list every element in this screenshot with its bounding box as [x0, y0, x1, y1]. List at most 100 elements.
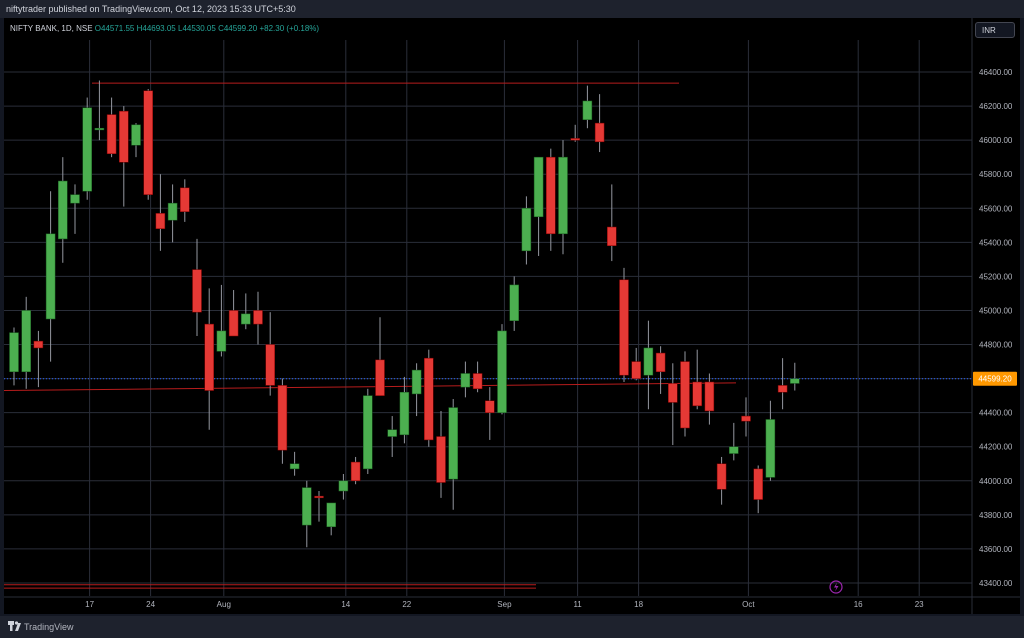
candle-body[interactable] [399, 391, 410, 436]
candle-body[interactable] [253, 310, 263, 325]
time-tick-label: 22 [402, 600, 411, 609]
candle-body[interactable] [204, 323, 214, 391]
candle-body[interactable] [704, 381, 715, 412]
candle-body[interactable] [411, 369, 422, 395]
candle-body[interactable] [790, 378, 800, 384]
candle-body[interactable] [692, 381, 702, 407]
candle-body[interactable] [45, 233, 56, 320]
candle-body[interactable] [655, 352, 666, 373]
price-tick-label: 43400.00 [979, 579, 1013, 588]
candle-body[interactable] [216, 330, 227, 352]
candle-body[interactable] [167, 202, 178, 221]
candle-body[interactable] [558, 156, 568, 235]
candle-body[interactable] [546, 156, 556, 235]
candle-body[interactable] [436, 436, 446, 483]
time-tick-label: 17 [85, 600, 94, 609]
candle-body[interactable] [350, 461, 361, 482]
candle-body[interactable] [448, 407, 458, 480]
candle-body[interactable] [21, 310, 31, 373]
candle-body[interactable] [594, 122, 605, 143]
legend-high: H44693.05 [136, 24, 176, 33]
legend-symbol[interactable]: NIFTY BANK, 1D, NSE [10, 24, 93, 33]
candle-body[interactable] [106, 114, 117, 155]
lightning-icon[interactable] [834, 582, 839, 592]
candle-body[interactable] [643, 347, 654, 376]
time-tick-label: 11 [573, 600, 582, 609]
candle-body[interactable] [9, 332, 19, 373]
candle-body[interactable] [424, 357, 434, 441]
publish-bar: niftytrader published on TradingView.com… [0, 0, 1024, 18]
candle-body[interactable] [521, 208, 532, 252]
candle-body[interactable] [192, 269, 202, 313]
candle-body[interactable] [631, 361, 641, 379]
price-tick-label: 44400.00 [979, 409, 1013, 418]
last-price-label: 44599.20 [978, 375, 1012, 384]
price-tick-label: 45000.00 [979, 306, 1013, 315]
candle-body[interactable] [777, 385, 788, 393]
price-tick-label: 46000.00 [979, 136, 1013, 145]
candle-body[interactable] [497, 330, 507, 413]
candle-body[interactable] [326, 502, 336, 528]
candle-body[interactable] [485, 400, 495, 413]
candle-body[interactable] [314, 495, 324, 499]
mid-trend-line[interactable] [3, 382, 737, 392]
candle-body[interactable] [33, 340, 44, 349]
candle-body[interactable] [363, 395, 373, 470]
price-tick-label: 43600.00 [979, 545, 1013, 554]
candle-body[interactable] [338, 480, 349, 492]
candle-body[interactable] [741, 415, 751, 422]
candle-body[interactable] [533, 156, 544, 218]
price-tick-label: 44200.00 [979, 443, 1013, 452]
time-tick-label: Oct [742, 600, 755, 609]
candle-body[interactable] [619, 279, 629, 376]
time-tick-label: 23 [915, 600, 924, 609]
candle-body[interactable] [729, 446, 739, 454]
candle-body[interactable] [131, 124, 141, 146]
candle-body[interactable] [582, 100, 593, 120]
candle-body[interactable] [265, 344, 275, 386]
time-tick-label: Aug [217, 600, 231, 609]
candle-body[interactable] [460, 373, 471, 388]
candle-body[interactable] [570, 138, 580, 141]
candle-body[interactable] [607, 226, 617, 246]
candle-body[interactable] [753, 468, 763, 500]
price-tick-label: 44800.00 [979, 341, 1013, 350]
symbol-legend: NIFTY BANK, 1D, NSE O44571.55 H44693.05 … [10, 22, 319, 36]
footer-brand[interactable]: TradingView [24, 622, 74, 632]
candle-body[interactable] [94, 127, 105, 131]
candle-body[interactable] [241, 313, 251, 325]
tradingview-logo-icon[interactable] [8, 621, 22, 633]
candle-body[interactable] [472, 373, 483, 390]
price-tick-label: 45200.00 [979, 272, 1013, 281]
candle-body[interactable] [70, 194, 80, 204]
candle-body[interactable] [375, 359, 385, 396]
price-tick-label: 44000.00 [979, 477, 1013, 486]
candle-body[interactable] [289, 463, 300, 470]
candle-body[interactable] [302, 487, 312, 526]
candle-body[interactable] [277, 385, 288, 451]
candle-body[interactable] [82, 107, 92, 192]
candle-body[interactable] [680, 361, 690, 429]
price-tick-label: 45400.00 [979, 238, 1013, 247]
candle-body[interactable] [155, 213, 166, 229]
time-tick-label: 14 [341, 600, 350, 609]
currency-badge[interactable]: INR [975, 22, 1015, 38]
candle-body[interactable] [143, 90, 153, 195]
candle-body[interactable] [58, 180, 68, 240]
candle-body[interactable] [509, 284, 519, 321]
legend-low: L44530.05 [178, 24, 216, 33]
candle-body[interactable] [119, 110, 129, 163]
last-price-badge [973, 371, 1017, 386]
replay-circle-icon[interactable] [829, 580, 843, 594]
candle-body[interactable] [668, 383, 678, 403]
time-tick-label: 18 [634, 600, 643, 609]
candle-body[interactable] [387, 429, 397, 437]
legend-close: C44599.20 [218, 24, 258, 33]
candle-body[interactable] [765, 419, 776, 478]
candle-body[interactable] [228, 310, 239, 337]
candle-body[interactable] [716, 463, 727, 490]
candle-body[interactable] [180, 187, 190, 212]
price-tick-label: 45600.00 [979, 204, 1013, 213]
legend-change: +82.30 (+0.18%) [259, 24, 320, 33]
